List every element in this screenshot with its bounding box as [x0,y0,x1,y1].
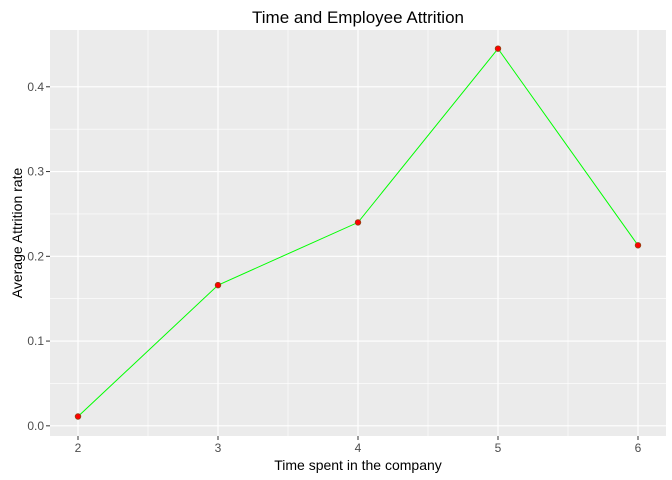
y-axis-ticks: 0.0 0.1 0.2 0.3 0.4 [27,80,50,433]
data-point [494,45,502,52]
chart-title: Time and Employee Attrition [252,8,464,27]
y-axis-title: Average Attrition rate [9,168,25,299]
y-tick-label: 0.2 [27,249,44,263]
data-point [354,219,362,226]
x-tick-label: 4 [355,441,362,455]
y-tick-label: 0.0 [27,419,44,433]
data-point [74,413,82,420]
x-tick-label: 5 [495,441,502,455]
y-tick-label: 0.1 [27,334,44,348]
y-tick-label: 0.4 [27,80,44,94]
data-point [634,242,642,249]
y-tick-label: 0.3 [27,165,44,179]
x-axis-title: Time spent in the company [274,457,442,473]
grid-major [50,30,666,436]
data-point [214,281,222,289]
x-tick-label: 6 [635,441,642,455]
x-tick-label: 2 [75,441,82,455]
series-layer [74,45,642,420]
x-axis-ticks: 2 3 4 5 6 [75,436,642,455]
x-tick-label: 3 [215,441,222,455]
